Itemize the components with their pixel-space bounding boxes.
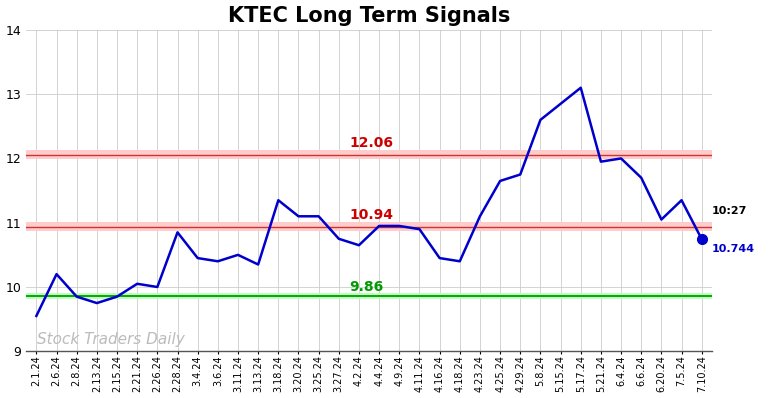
Text: 10.94: 10.94 [349, 208, 393, 222]
Bar [27, 150, 712, 159]
Text: 10.744: 10.744 [712, 244, 755, 254]
Text: 12.06: 12.06 [349, 136, 393, 150]
Text: Stock Traders Daily: Stock Traders Daily [37, 332, 184, 347]
Bar [27, 222, 712, 231]
Text: 9.86: 9.86 [349, 280, 383, 294]
Title: KTEC Long Term Signals: KTEC Long Term Signals [228, 6, 510, 25]
Bar [27, 293, 712, 299]
Text: 10:27: 10:27 [712, 206, 747, 216]
